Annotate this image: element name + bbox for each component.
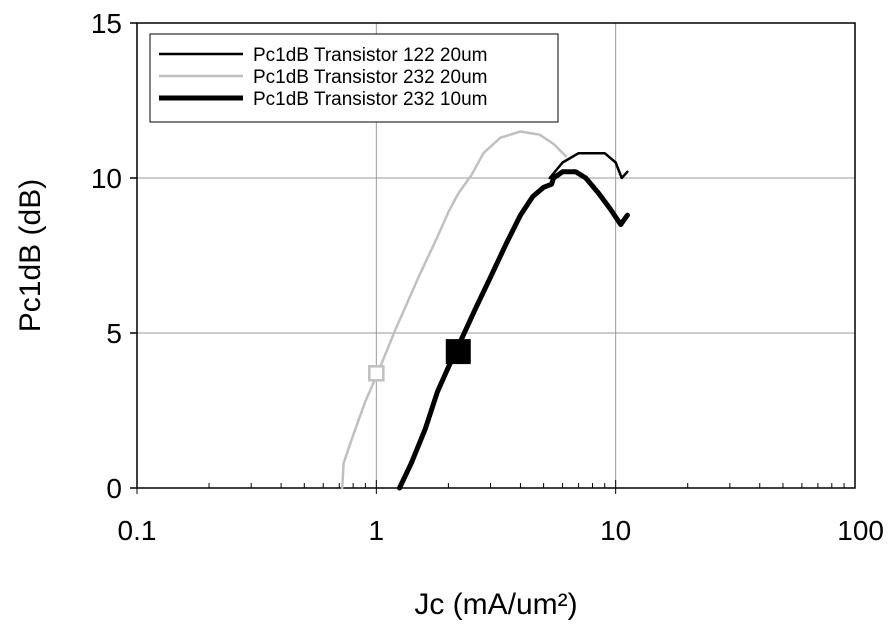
x-minor-ticks: [136, 480, 845, 494]
series-marker-3: [445, 339, 471, 365]
y-tick-labels: 0 5 10 15: [91, 8, 137, 504]
legend-label-1: Pc1dB Transistor 122 20um: [253, 45, 487, 66]
legend-label-2: Pc1dB Transistor 232 20um: [253, 67, 487, 88]
y-tick-label: 0: [106, 473, 122, 504]
x-tick-label: 0.1: [118, 515, 157, 546]
x-axis-title: Jc (mA/um²): [414, 588, 577, 621]
series-marker-2: [368, 365, 385, 382]
x-tick-label: 100: [837, 515, 884, 546]
y-tick-label: 5: [106, 318, 122, 349]
y-axis-title: Pc1dB (dB): [14, 179, 47, 332]
grid: [137, 23, 855, 488]
series-line-1: [548, 151, 629, 180]
plot-area: [136, 22, 856, 489]
x-tick-labels: 0.1 1 10 100: [118, 515, 884, 546]
legend-box: [149, 33, 559, 123]
x-tick-label: 10: [600, 515, 631, 546]
series-line-3: [397, 169, 630, 491]
series-line-2: [340, 130, 568, 490]
y-tick-label: 15: [91, 8, 122, 39]
x-tick-label: 1: [369, 515, 385, 546]
legend-label-3: Pc1dB Transistor 232 10um: [253, 89, 487, 110]
series-layer: [340, 130, 630, 491]
y-tick-label: 10: [91, 163, 122, 194]
